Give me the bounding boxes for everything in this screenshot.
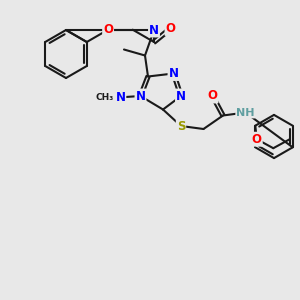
Text: N: N xyxy=(136,89,146,103)
Text: O: O xyxy=(252,133,262,146)
Text: CH₃: CH₃ xyxy=(95,93,114,102)
Text: O: O xyxy=(166,22,176,35)
Text: N: N xyxy=(149,23,159,37)
Text: NH: NH xyxy=(236,107,255,118)
Text: O: O xyxy=(208,89,218,103)
Text: S: S xyxy=(177,119,185,133)
Text: N: N xyxy=(116,91,125,104)
Text: O: O xyxy=(103,23,113,36)
Text: N: N xyxy=(169,67,178,80)
Text: N: N xyxy=(176,89,186,103)
